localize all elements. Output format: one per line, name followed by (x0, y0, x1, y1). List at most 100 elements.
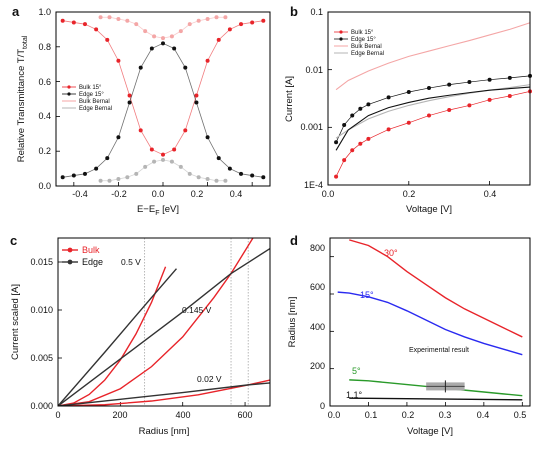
data-point-edge-15 (71, 173, 76, 178)
data-point-bulk-bernal (134, 22, 139, 27)
annotation-0.145V: 0.145 V (182, 305, 212, 315)
data-point-bulk-bernal (187, 22, 192, 27)
series-line-1.1 (349, 397, 523, 401)
data-point-edge-15 (183, 65, 188, 70)
panel-b-xtick: 0.2 (403, 189, 416, 199)
data-point-bulk-bernal (169, 34, 174, 39)
panel-b-yticks: 1E-4 0.001 0.01 0.1 (300, 7, 323, 190)
data-point-bulk-15 (467, 103, 472, 108)
panel-a-ylabel: Relative Transmittance T/Ttotal (16, 35, 29, 162)
panel-a-marks (56, 11, 266, 187)
data-point-bulk-15 (334, 174, 339, 179)
data-point-edge-15 (60, 175, 65, 180)
panel-d-xlabel: Voltage [V] (407, 426, 453, 437)
series-line-30 (349, 239, 523, 338)
data-point-edge-15 (227, 166, 232, 171)
data-point-edge-15 (250, 173, 255, 178)
data-point-edge-15 (138, 65, 143, 70)
series-line-bulk-0.145-v (58, 238, 254, 406)
data-point-edge-15 (172, 46, 177, 51)
data-point-edge-15 (149, 46, 154, 51)
panel-a: a -0.4 -0.2 0.0 0.2 0.4 0.0 0.2 0.4 0.6 … (12, 4, 271, 217)
data-point-edge-bernal (152, 159, 157, 164)
data-point-bulk-15 (507, 93, 512, 98)
panel-a-xtick: -0.4 (72, 189, 88, 199)
data-point-bulk-15 (386, 127, 391, 132)
panel-d-ytick: 400 (310, 322, 325, 332)
panel-b-xtick: 0.4 (484, 189, 497, 199)
panel-c-xtick: 0 (55, 410, 60, 420)
series-line-edge-15 (335, 75, 531, 143)
data-point-bulk-15 (161, 152, 165, 157)
panel-c: c 0 200 400 600 0.000 0.005 0.010 0.015 … (10, 233, 271, 437)
data-point-bulk-15 (82, 22, 87, 27)
panel-d-letter: d (290, 233, 298, 248)
panel-c-xlabel: Radius [nm] (139, 426, 190, 437)
data-point-bulk-15 (447, 107, 452, 112)
data-point-edge-bernal (187, 171, 192, 176)
legend-label: Edge Bernal (79, 106, 112, 112)
data-point-bulk-15 (427, 113, 431, 118)
data-point-bulk-bernal (143, 29, 148, 34)
panel-d-marks (329, 239, 523, 407)
panel-b-xtick: 0.0 (322, 189, 335, 199)
data-point-bulk-bernal (152, 34, 157, 39)
panel-b-ytick: 1E-4 (304, 180, 323, 190)
panel-d-xtick: 0.5 (514, 410, 527, 420)
legend-marker-bulk (67, 247, 73, 253)
data-point-edge-bernal (125, 175, 130, 180)
panel-c-ytick: 0.000 (30, 401, 53, 411)
data-point-bulk-bernal (178, 29, 183, 34)
panel-c-xtick: 400 (175, 410, 190, 420)
data-point-bulk-15 (227, 27, 232, 32)
data-point-bulk-bernal (125, 18, 130, 23)
panel-b-xlabel: Voltage [V] (406, 204, 452, 215)
panel-d: d 0.0 0.1 0.2 0.3 0.4 0.5 0 200 400 600 … (287, 233, 531, 437)
panel-d-xtick: 0.1 (365, 410, 378, 420)
data-point-edge-15 (82, 171, 87, 176)
panel-a-xtick: 0.4 (230, 189, 243, 199)
series-label-30: 30° (384, 248, 398, 258)
series-line-edge-0.5-v (58, 268, 177, 406)
data-point-edge-15 (116, 135, 121, 140)
legend-marker-edge-15 (67, 92, 71, 96)
panel-a-ytick: 0.8 (38, 42, 51, 52)
data-point-bulk-15 (116, 58, 121, 63)
series-line-edge-0.145-v (58, 247, 270, 406)
panel-c-ylabel: Current scaled [A] (10, 284, 21, 360)
panel-c-yticks: 0.000 0.005 0.010 0.015 (30, 257, 53, 411)
data-point-edge-bernal (107, 178, 112, 183)
data-point-bulk-15 (216, 37, 221, 42)
data-point-edge-bernal (169, 159, 174, 164)
panel-b-ytick: 0.001 (300, 122, 323, 132)
panel-a-xticks: -0.4 -0.2 0.0 0.2 0.4 (72, 189, 242, 199)
panel-c-legend: Bulk Edge (62, 245, 103, 267)
panel-c-ytick: 0.015 (30, 257, 53, 267)
data-point-edge-15 (507, 75, 512, 80)
panel-d-yticks: 0 200 400 600 800 (310, 243, 325, 411)
data-point-bulk-15 (250, 20, 255, 25)
data-point-edge-15 (105, 156, 110, 161)
data-point-edge-15 (127, 100, 132, 105)
legend-label: Bulk Bernal (79, 99, 110, 105)
annotation-0.02V: 0.02 V (197, 374, 222, 384)
data-point-bulk-15 (366, 136, 371, 141)
panel-d-ytick: 600 (310, 282, 325, 292)
data-point-bulk-bernal (107, 15, 112, 20)
data-point-bulk-15 (194, 93, 199, 98)
panel-a-xlabel: E−EF [eV] (137, 204, 179, 217)
panel-d-xtick: 0.4 (477, 410, 490, 420)
series-line-bulk-0.5-v (58, 266, 167, 406)
series-line-bulk-15 (335, 91, 531, 177)
data-point-edge-15 (194, 100, 199, 105)
panel-a-ytick: 0.6 (38, 77, 51, 87)
panel-b-ylabel: Current [A] (284, 76, 295, 122)
panel-c-frame (57, 237, 271, 407)
data-point-edge-15 (94, 166, 99, 171)
data-point-edge-15 (358, 106, 363, 111)
data-point-bulk-15 (183, 128, 188, 133)
data-point-bulk-15 (71, 20, 76, 25)
panel-b-legend: Bulk 15° Edge 15° Bulk Bernal Edge Berna… (334, 30, 384, 57)
data-point-edge-15 (487, 77, 492, 82)
data-point-edge-15 (427, 86, 431, 91)
